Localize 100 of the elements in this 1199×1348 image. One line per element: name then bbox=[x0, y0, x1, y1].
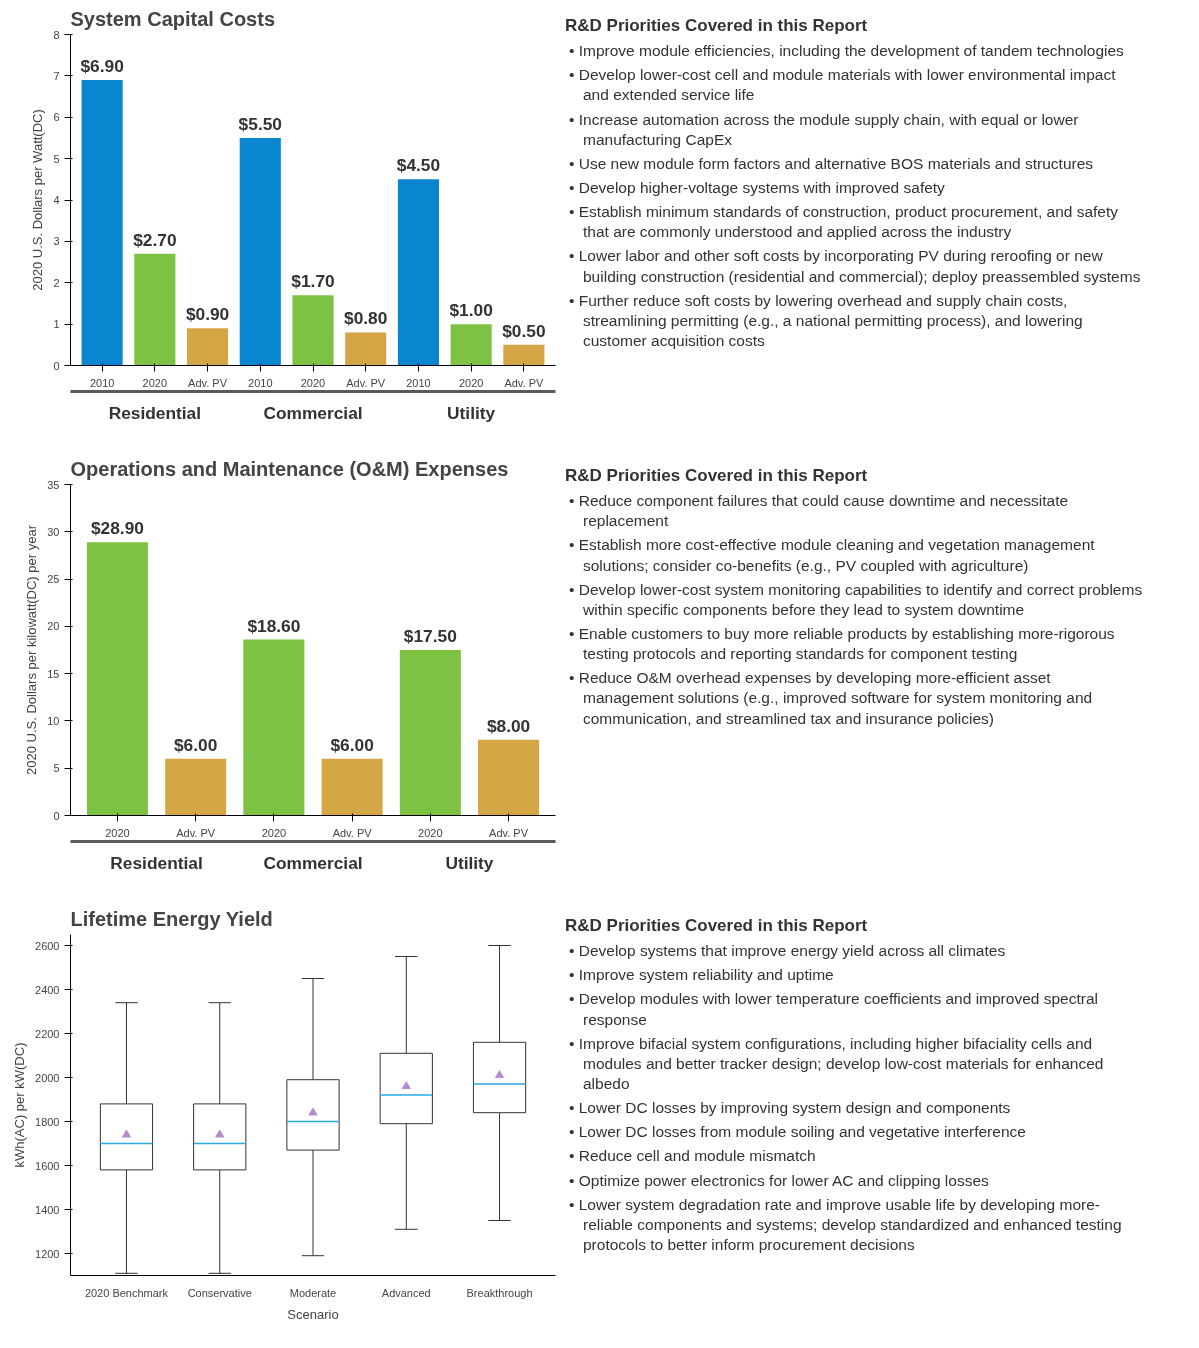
bar bbox=[397, 179, 439, 366]
data-label: $4.50 bbox=[396, 155, 441, 176]
data-label: $6.90 bbox=[80, 56, 124, 77]
x-tick-label: 2020 bbox=[300, 376, 326, 389]
text: • Develop lower-cost cell and module materials with lower environmental impact and extended service life bbox=[569, 65, 1117, 106]
text: Residential bbox=[110, 852, 203, 873]
text: Commercial bbox=[263, 402, 363, 423]
x-tick-label: Adv. PV bbox=[176, 826, 216, 839]
y-tick-label: 1200 bbox=[35, 1247, 60, 1260]
y-tick-label: 20 bbox=[47, 620, 60, 633]
x-tick-label: 2010 bbox=[248, 376, 273, 389]
bar bbox=[450, 324, 492, 366]
data-label: $1.70 bbox=[291, 271, 335, 292]
y-tick-label: 6 bbox=[53, 111, 60, 124]
text: • Lower labor and other soft costs by incorporating PV during reroofing or new building construction (residential and commercial); deploy preassembled systems bbox=[569, 246, 1142, 287]
data-label: $6.00 bbox=[173, 734, 218, 755]
bar bbox=[243, 639, 305, 816]
x-tick-label: 2020 bbox=[418, 826, 443, 839]
text: • Lower DC losses by improving system design and components bbox=[569, 1098, 1012, 1119]
text: • Optimize power electronics for lower AC and clipping losses bbox=[569, 1170, 990, 1191]
y-tick-label: 5 bbox=[53, 152, 60, 165]
data-label: $17.50 bbox=[403, 626, 457, 646]
bar bbox=[239, 137, 281, 366]
y-tick-label: 35 bbox=[47, 478, 60, 491]
text: Residential bbox=[108, 402, 202, 423]
y-tick-label: 30 bbox=[47, 525, 60, 538]
y-tick-label: 1600 bbox=[35, 1159, 60, 1172]
text: • Use new module form factors and alternative BOS materials and structures bbox=[569, 153, 1095, 174]
bar bbox=[86, 542, 148, 816]
bar bbox=[345, 332, 387, 366]
x-tick-label: Adv. PV bbox=[346, 376, 386, 389]
text: • Improve bifacial system configurations, including higher bifaciality cells and modules and better tracker design; develop low-cost materials for enhanced albedo bbox=[569, 1033, 1105, 1094]
text: • Establish minimum standards of construction, product procurement, and safety that are commonly understood and applied across the industry bbox=[569, 202, 1120, 243]
text: • Enable customers to buy more reliable products by establishing more-rigorous testing protocols and reporting standards for component testing bbox=[569, 623, 1116, 665]
x-tick-label: 2020 bbox=[458, 376, 484, 389]
text: • Reduce component failures that could cause downtime and necessitate replacement bbox=[569, 491, 1070, 532]
x-tick-label: 2010 bbox=[406, 376, 431, 389]
bar bbox=[81, 80, 123, 366]
text: Commercial bbox=[263, 852, 363, 873]
bar bbox=[503, 344, 545, 366]
text: Utility bbox=[445, 852, 494, 873]
text: • Further reduce soft costs by lowering overhead and supply chain costs, streamlining permitting (e.g., a national permitting process), and lowering customer acquisition costs bbox=[569, 290, 1084, 351]
y-tick-label: 8 bbox=[53, 28, 60, 41]
x-tick-label: Advanced bbox=[381, 1286, 431, 1299]
y-tick-label: 2200 bbox=[35, 1027, 60, 1040]
y-tick-label: 3 bbox=[53, 235, 60, 248]
y-tick-label: 0 bbox=[53, 809, 60, 822]
data-label: $28.90 bbox=[90, 518, 144, 539]
data-label: $2.70 bbox=[133, 229, 177, 250]
bar bbox=[134, 253, 176, 366]
x-tick-label: Adv. PV bbox=[188, 376, 228, 389]
y-tick-label: 15 bbox=[47, 667, 60, 680]
data-label: $0.50 bbox=[502, 320, 546, 341]
text: Utility bbox=[447, 402, 496, 423]
chart-title: Lifetime Energy Yield bbox=[70, 907, 273, 930]
data-label: $0.90 bbox=[185, 304, 230, 325]
y-axis-title: 2020 U.S. Dollars per Watt(DC) bbox=[30, 109, 46, 291]
y-tick-label: 4 bbox=[53, 194, 60, 206]
text: • Establish more cost-effective module cleaning and vegetation management solutions; consider co-benefits (e.g., PV coupled with agriculture) bbox=[569, 535, 1096, 576]
x-tick-label: Adv. PV bbox=[504, 376, 544, 389]
x-tick-label: Breakthrough bbox=[466, 1286, 533, 1299]
text: • Develop systems that improve energy yield across all climates bbox=[569, 941, 1007, 962]
text: R&D Priorities Covered in this Report bbox=[565, 15, 869, 37]
text: • Lower DC losses from module soiling and vegetative interference bbox=[569, 1122, 1027, 1143]
y-tick-label: 25 bbox=[47, 573, 60, 586]
text: • Improve module efficiencies, including the development of tandem technologies bbox=[569, 41, 1125, 62]
x-tick-label: Conservative bbox=[187, 1286, 252, 1299]
y-tick-label: 1800 bbox=[35, 1115, 60, 1128]
y-tick-label: 2600 bbox=[35, 939, 60, 952]
y-axis-title: kWh(AC) per kW(DC) bbox=[12, 1042, 28, 1168]
text: R&D Priorities Covered in this Report bbox=[565, 465, 869, 487]
x-tick-label: Moderate bbox=[289, 1286, 337, 1299]
y-tick-label: 10 bbox=[47, 714, 60, 727]
y-tick-label: 5 bbox=[53, 762, 60, 775]
y-tick-label: 0 bbox=[53, 359, 60, 372]
y-tick-label: 2400 bbox=[35, 983, 60, 996]
data-label: $5.50 bbox=[238, 113, 282, 134]
chart-title: Operations and Maintenance (O&M) Expenses bbox=[70, 457, 509, 480]
x-tick-label: Adv. PV bbox=[332, 826, 373, 839]
text: • Develop higher-voltage systems with improved safety bbox=[569, 177, 946, 198]
text: • Develop modules with lower temperature coefficients and improved spectral response bbox=[569, 989, 1099, 1030]
data-label: $8.00 bbox=[486, 715, 531, 736]
y-tick-label: 1 bbox=[53, 318, 60, 331]
bar bbox=[165, 758, 227, 816]
x-tick-label: 2020 Benchmark bbox=[84, 1286, 169, 1299]
y-tick-label: 7 bbox=[53, 69, 60, 82]
bar bbox=[399, 650, 461, 816]
x-tick-label: 2010 bbox=[89, 376, 115, 389]
y-tick-label: 2000 bbox=[35, 1071, 60, 1084]
data-label: $0.80 bbox=[344, 308, 388, 329]
text: • Lower system degradation rate and improve usable life by developing more-reliable components and systems; develop standardized and enhanced testing protocols to better inform procurement decisions bbox=[569, 1194, 1123, 1255]
text: • Increase automation across the module supply chain, with equal or lower manufacturing CapEx bbox=[569, 109, 1080, 150]
text: • Reduce O&M overhead expenses by developing more-efficient asset management solutions (e.g., improved software for system monitoring and communication, and streamlined tax and insurance policies) bbox=[569, 668, 1094, 729]
data-label: $18.60 bbox=[247, 615, 301, 636]
y-tick-label: 1400 bbox=[35, 1203, 60, 1216]
bar bbox=[321, 758, 383, 816]
data-label: $1.00 bbox=[449, 300, 493, 321]
bar bbox=[478, 739, 540, 816]
text: R&D Priorities Covered in this Report bbox=[565, 915, 869, 937]
x-tick-label: 2020 bbox=[142, 376, 168, 389]
